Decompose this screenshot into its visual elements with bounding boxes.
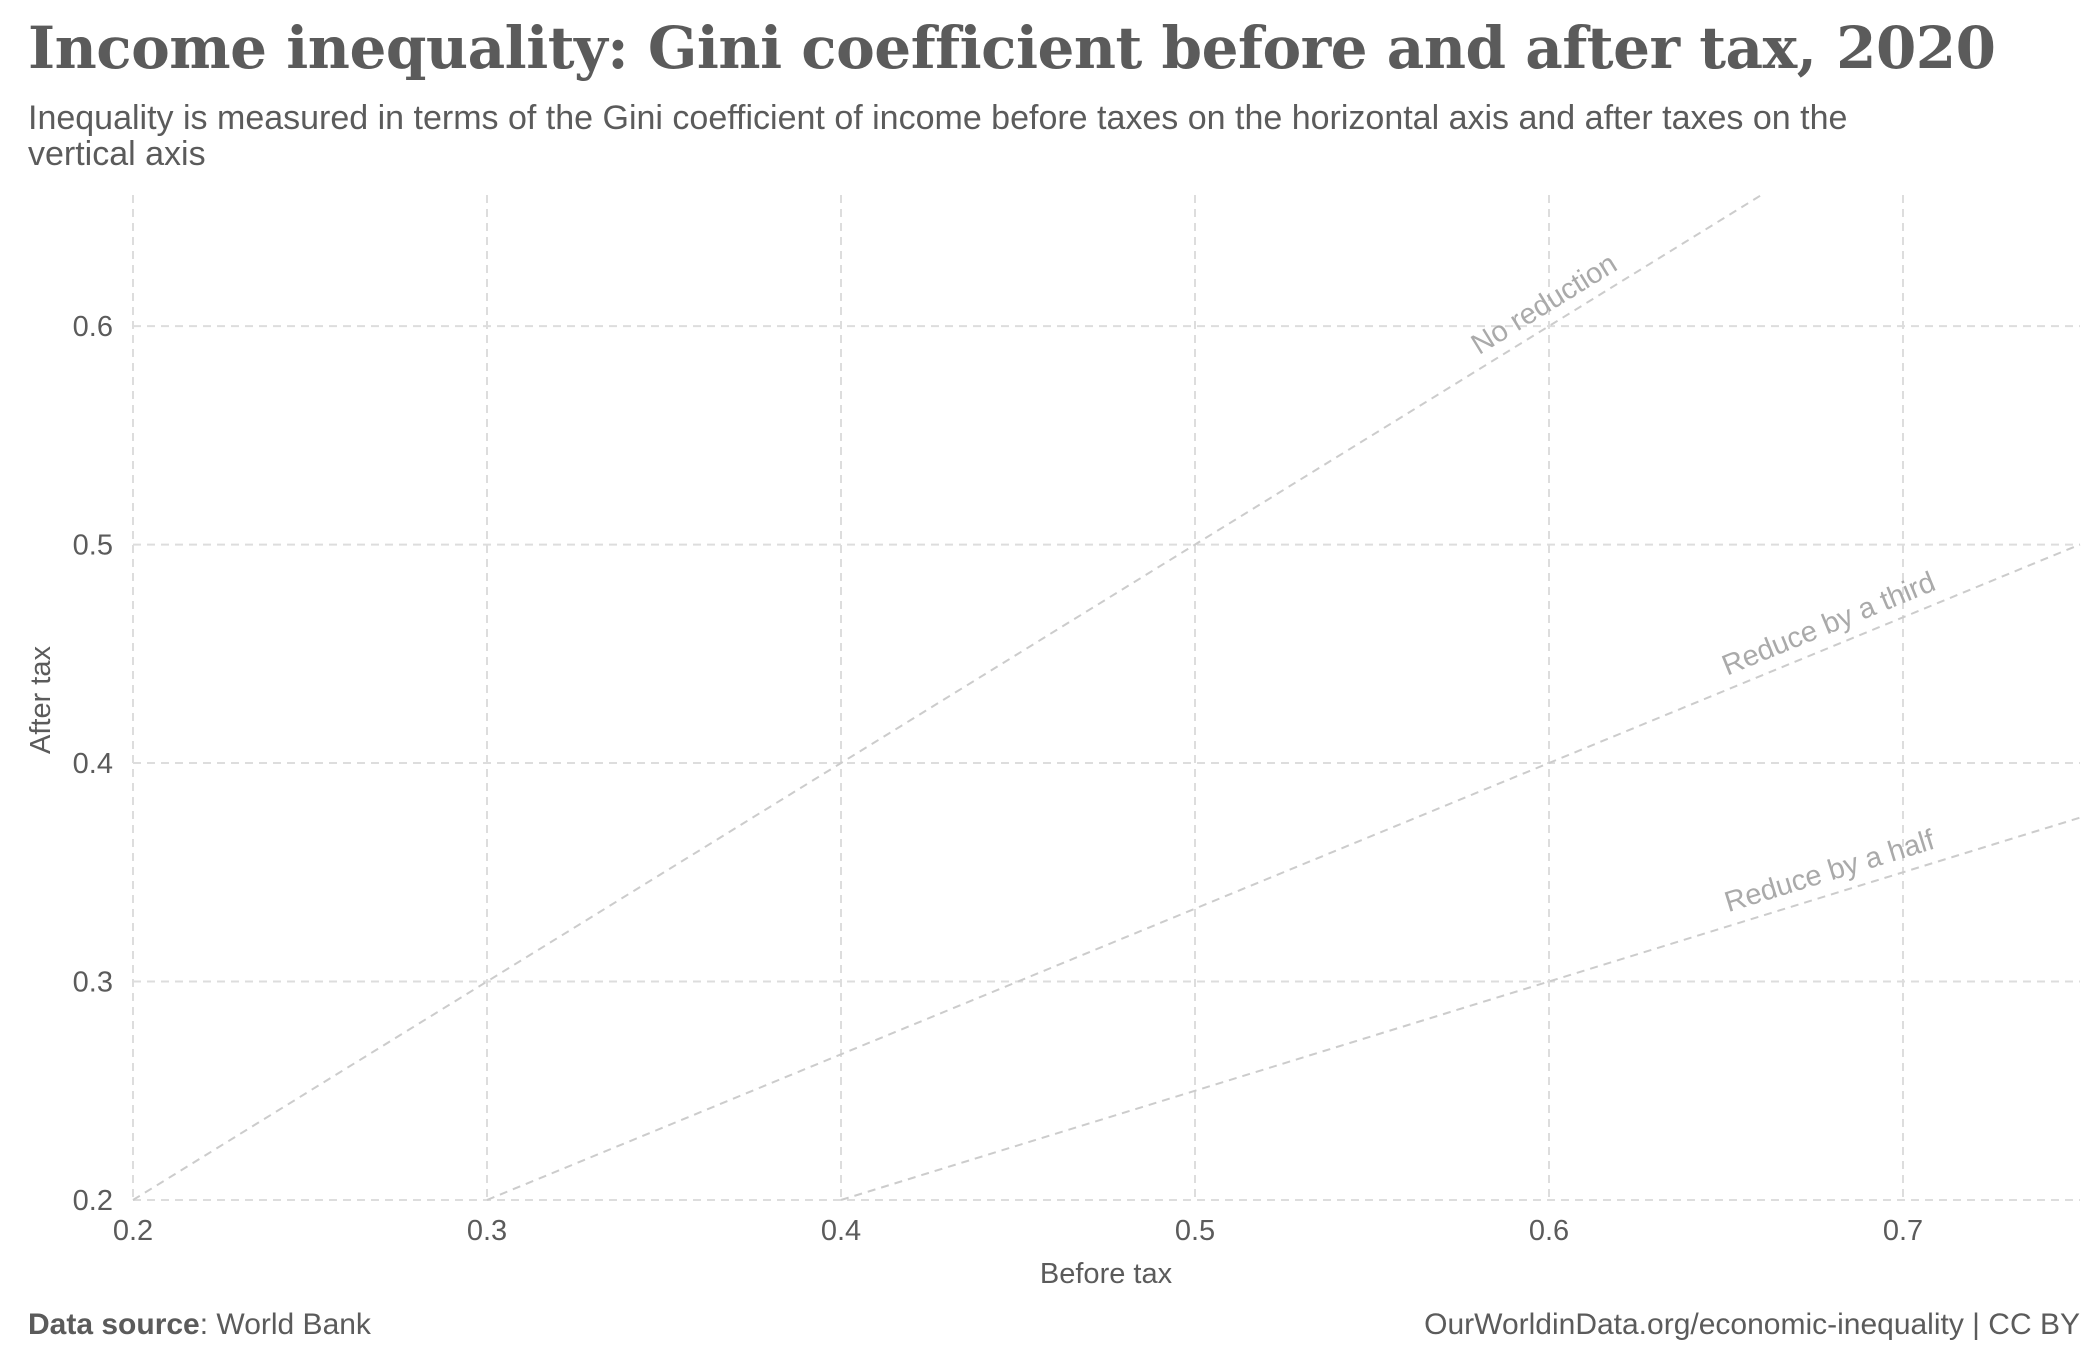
reference-line [486, 543, 2081, 1201]
reference-line [132, 194, 1762, 1201]
axis-ticks: 0.2 0.3 0.4 0.5 0.6 0.7 0.2 0.3 0.4 0.5 0.6 [73, 311, 1923, 1247]
x-tick-label: 0.5 [1175, 1215, 1215, 1247]
x-tick-label: 0.6 [1529, 1215, 1569, 1247]
data-source-value: World Bank [216, 1308, 371, 1341]
y-axis-label: After tax [25, 646, 57, 754]
y-tick-label: 0.6 [73, 311, 113, 343]
x-axis-label: Before tax [1040, 1258, 1173, 1290]
reference-line [840, 816, 2081, 1201]
data-source: Data source: World Bank [28, 1308, 371, 1341]
reference-lines: No reduction Reduce by a third Reduce by a… [132, 194, 2081, 1201]
x-tick-label: 0.7 [1883, 1215, 1923, 1247]
y-tick-label: 0.4 [73, 748, 113, 780]
data-source-label: Data source [28, 1308, 200, 1341]
x-tick-label: 0.3 [467, 1215, 507, 1247]
y-tick-label: 0.3 [73, 967, 113, 999]
chart-title: Income inequality: Gini coefficient befo… [28, 14, 1996, 82]
y-tick-label: 0.2 [73, 1185, 113, 1217]
x-tick-label: 0.4 [821, 1215, 861, 1247]
grid-lines [132, 195, 2080, 1201]
chart-subtitle: Inequality is measured in terms of the G… [28, 99, 1848, 173]
y-tick-label: 0.5 [73, 530, 113, 562]
reference-line-label: Reduce by a half [1721, 824, 1939, 919]
reference-line-label: Reduce by a third [1718, 566, 1940, 682]
reference-line-label: No reduction [1466, 248, 1623, 362]
x-tick-label: 0.2 [113, 1215, 153, 1247]
license-link[interactable]: OurWorldinData.org/economic-inequality |… [1424, 1308, 2080, 1341]
